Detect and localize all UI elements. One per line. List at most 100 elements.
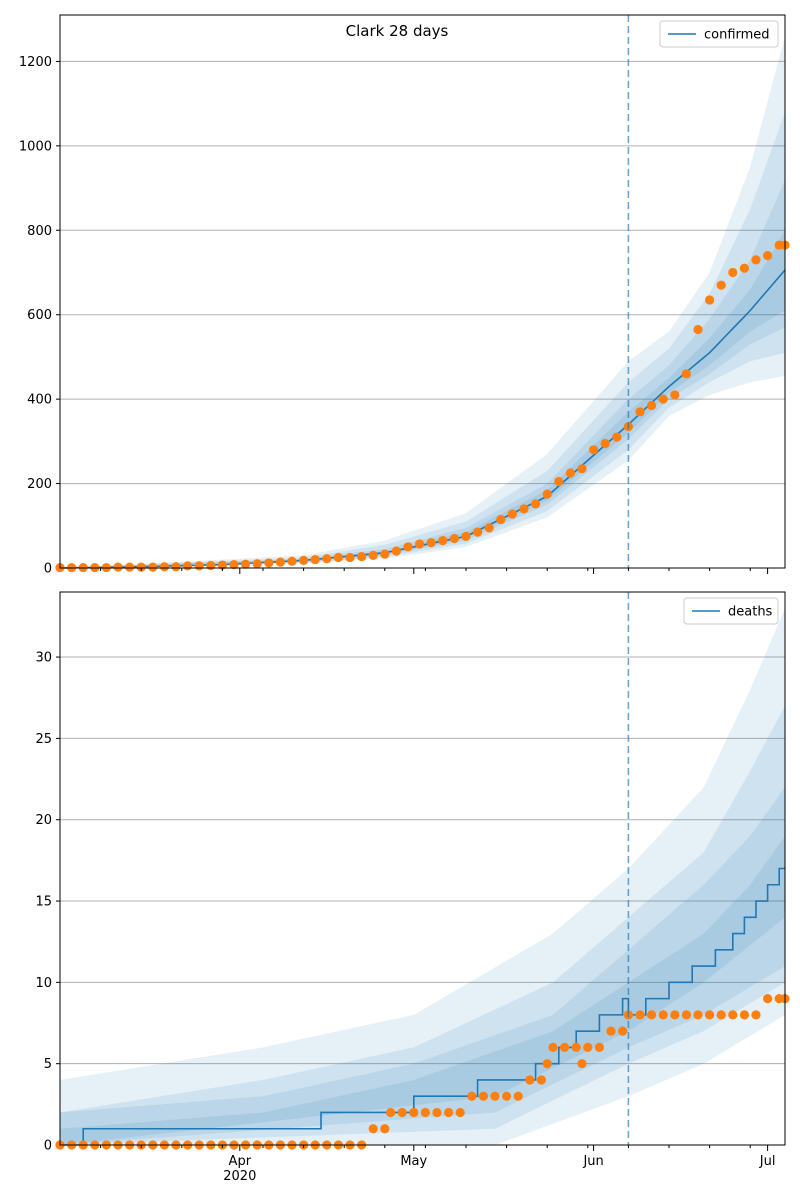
model-line <box>60 867 785 1146</box>
observed-point <box>577 464 587 474</box>
observed-point <box>241 559 251 569</box>
observed-point <box>542 1059 552 1069</box>
x-tick-label: Jun <box>582 1154 603 1169</box>
observed-point <box>751 255 761 265</box>
observed-point <box>716 1010 726 1020</box>
y-tick-label: 30 <box>35 651 52 666</box>
uncertainty-band <box>60 608 785 1145</box>
observed-point <box>194 561 204 571</box>
observed-point <box>635 407 645 417</box>
observed-point <box>693 1010 703 1020</box>
observed-point <box>525 1075 535 1085</box>
y-tick-label: 400 <box>27 393 52 408</box>
observed-point <box>148 562 158 572</box>
observed-point <box>681 369 692 379</box>
observed-point <box>536 1075 547 1085</box>
observed-point <box>716 280 726 290</box>
observed-point <box>490 1091 500 1101</box>
observed-point <box>571 1042 581 1053</box>
plot-frame <box>59 591 786 1146</box>
uncertainty-band <box>60 787 785 1145</box>
observed-point <box>594 1042 605 1053</box>
observed-point <box>403 542 413 552</box>
y-tick-label: 600 <box>27 308 52 323</box>
observed-point <box>264 558 274 568</box>
uncertainty-band <box>60 835 785 1145</box>
legend-label: confirmed <box>704 28 770 43</box>
observed-point <box>415 539 425 549</box>
observed-point <box>357 552 367 562</box>
observed-point <box>554 476 564 487</box>
uncertainty-band <box>60 112 785 568</box>
observed-point <box>513 1091 523 1101</box>
observed-point <box>548 1042 558 1053</box>
x-tick-label: Apr <box>229 1154 252 1169</box>
observed-point <box>496 514 506 525</box>
y-tick-label: 5 <box>44 1057 52 1072</box>
observed-point <box>647 400 657 411</box>
observed-point <box>751 1010 761 1020</box>
chart-title: Clark 28 days <box>346 22 449 40</box>
observed-point <box>693 324 703 335</box>
y-tick-label: 200 <box>27 477 52 492</box>
observed-point <box>502 1091 512 1101</box>
observed-point <box>426 538 436 548</box>
observed-point <box>397 1107 407 1118</box>
observed-point <box>589 445 599 455</box>
observed-point <box>467 1091 477 1101</box>
observed-point <box>739 263 750 273</box>
observed-point <box>183 561 193 571</box>
observed-point <box>728 267 738 278</box>
observed-point <box>670 390 680 400</box>
observed-point <box>519 504 529 514</box>
x-tick-label: 2020 <box>223 1169 256 1184</box>
observed-point <box>432 1107 442 1118</box>
observed-point <box>461 531 471 541</box>
observed-point <box>606 1026 616 1036</box>
y-tick-label: 0 <box>44 562 52 577</box>
observed-point <box>565 468 576 478</box>
y-tick-label: 20 <box>35 813 52 828</box>
observed-point <box>386 1107 396 1118</box>
y-tick-label: 15 <box>35 895 52 910</box>
observed-point <box>507 509 517 519</box>
observed-point <box>705 1010 715 1020</box>
observed-point <box>380 549 390 559</box>
observed-point <box>171 562 181 572</box>
observed-point <box>763 994 773 1004</box>
legend-box <box>683 597 779 625</box>
y-tick-label: 25 <box>35 732 52 747</box>
observed-point <box>409 1107 419 1118</box>
observed-point <box>287 556 297 566</box>
observed-point <box>368 550 378 560</box>
observed-point <box>217 560 227 570</box>
observed-point <box>444 1107 454 1118</box>
observed-point <box>612 432 622 442</box>
x-tick-label: May <box>400 1154 427 1169</box>
observed-point <box>560 1042 570 1053</box>
observed-point <box>658 1010 668 1020</box>
observed-point <box>455 1107 465 1118</box>
observed-point <box>681 1010 692 1020</box>
observed-point <box>391 546 401 556</box>
observed-point <box>333 552 343 563</box>
observed-point <box>600 438 610 449</box>
observed-point <box>322 554 332 564</box>
observed-point <box>125 562 135 572</box>
observed-point <box>420 1107 430 1118</box>
observed-point <box>705 295 715 305</box>
observed-point <box>368 1124 378 1134</box>
observed-point <box>618 1026 628 1036</box>
observed-point <box>478 1091 488 1101</box>
y-tick-label: 10 <box>35 976 52 991</box>
observed-point <box>763 251 773 261</box>
observed-point <box>310 554 320 565</box>
plot-frame <box>59 14 786 569</box>
observed-point <box>449 533 459 544</box>
observed-point <box>484 523 494 533</box>
observed-point <box>113 562 123 572</box>
observed-point <box>275 557 285 567</box>
observed-point <box>583 1042 593 1053</box>
